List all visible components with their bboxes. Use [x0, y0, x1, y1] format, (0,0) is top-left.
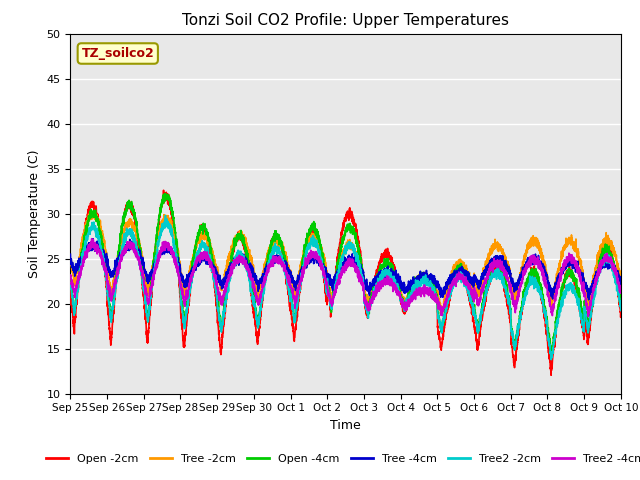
X-axis label: Time: Time	[330, 419, 361, 432]
Legend: Open -2cm, Tree -2cm, Open -4cm, Tree -4cm, Tree2 -2cm, Tree2 -4cm: Open -2cm, Tree -2cm, Open -4cm, Tree -4…	[42, 450, 640, 468]
Title: Tonzi Soil CO2 Profile: Upper Temperatures: Tonzi Soil CO2 Profile: Upper Temperatur…	[182, 13, 509, 28]
Y-axis label: Soil Temperature (C): Soil Temperature (C)	[28, 149, 41, 278]
Text: TZ_soilco2: TZ_soilco2	[81, 47, 154, 60]
